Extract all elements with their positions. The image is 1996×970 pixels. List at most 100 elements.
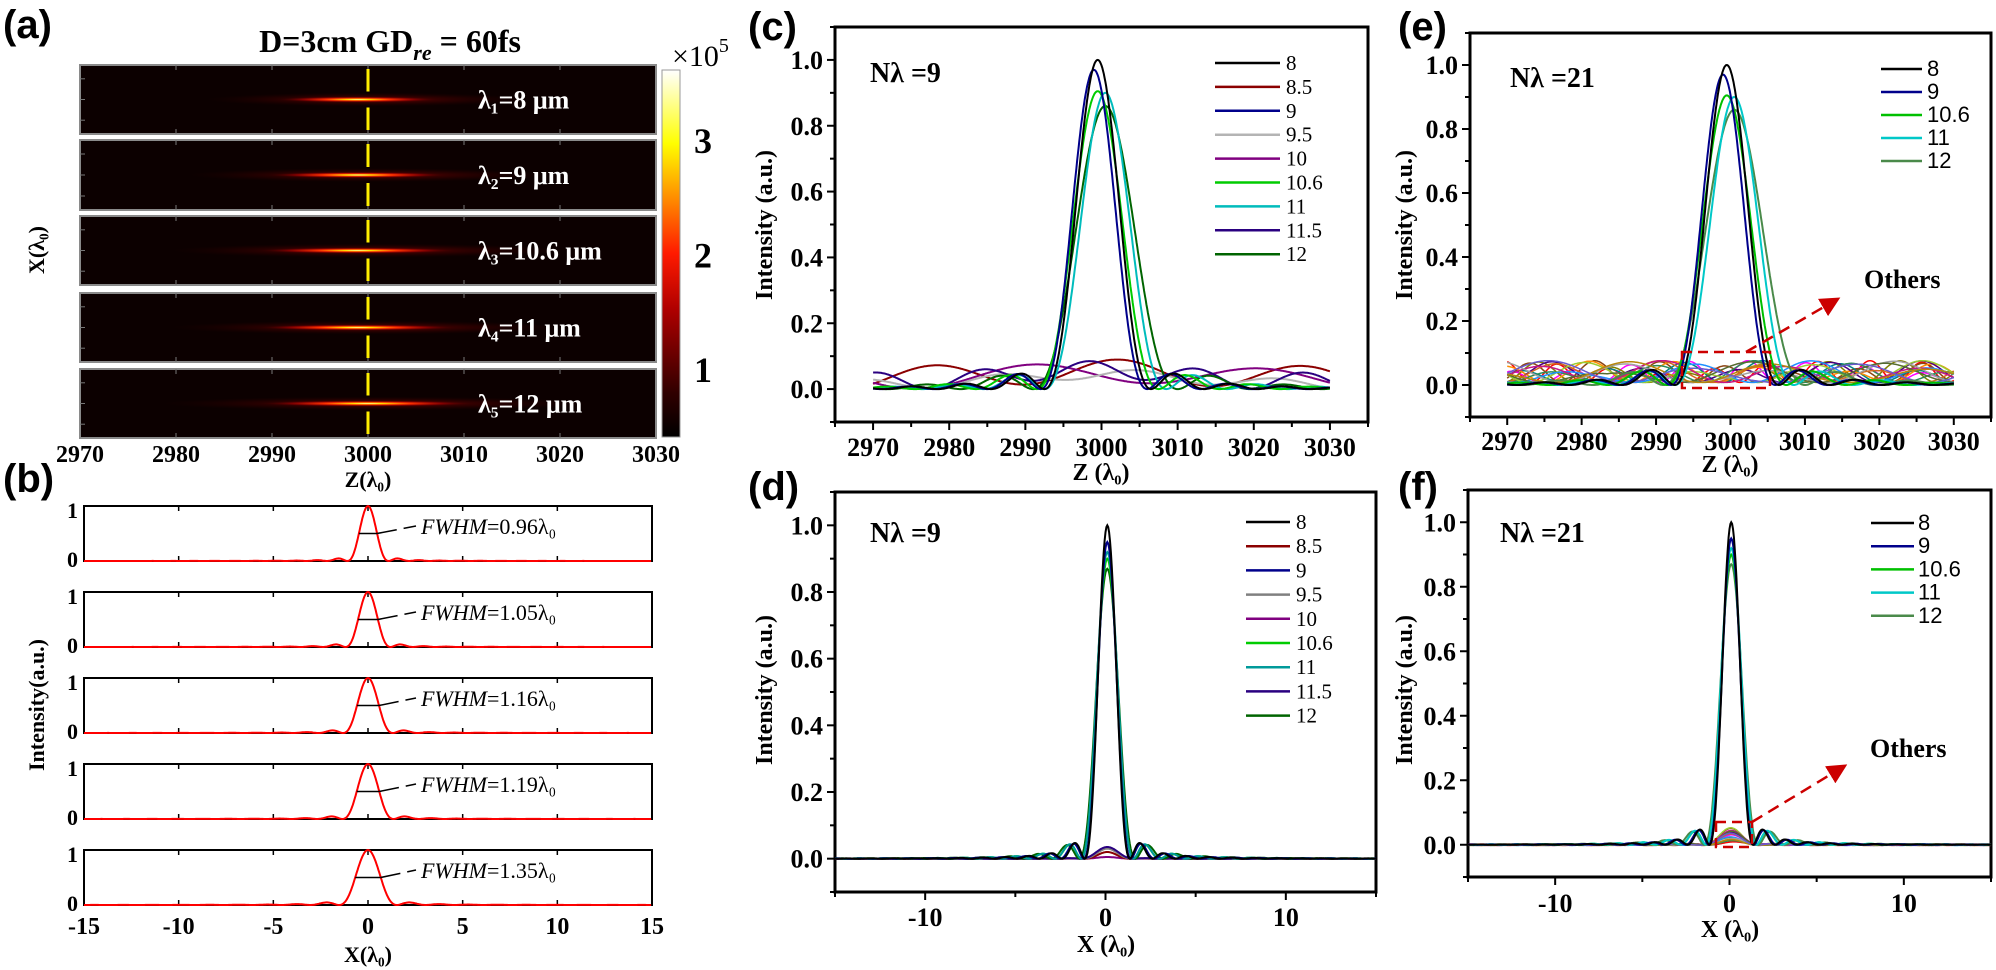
y-axis-label: Intensity (a.u.) [752, 615, 778, 765]
y-axis-label: Intensity (a.u.) [1392, 150, 1418, 300]
others-annotation: Others [1864, 265, 1941, 294]
y-tick-label: 0.6 [791, 645, 824, 674]
series-line-11 [873, 91, 1331, 391]
others-highlight-box [1714, 820, 1754, 849]
series-line-9 [1468, 536, 1991, 846]
legend-label: 9 [1286, 99, 1297, 123]
y-tick-label: 0 [67, 805, 78, 830]
x-tick-label: 3020 [1228, 433, 1280, 462]
fwhm-leader [377, 611, 417, 621]
x-tick-label: 2980 [1556, 427, 1608, 456]
y-tick-label: 0 [67, 633, 78, 658]
x-tick-label: 10 [1891, 889, 1917, 918]
y-tick-label: 0.4 [1424, 702, 1457, 731]
n-lambda-annotation: Nλ =21 [1500, 518, 1585, 549]
legend-label: 11 [1927, 125, 1950, 150]
legend-label: 10.6 [1918, 556, 1961, 581]
legend-label: 9 [1296, 558, 1307, 582]
legend-label: 11 [1918, 580, 1941, 605]
heatmap-title: D=3cm GDre = 60fs [259, 23, 521, 65]
x-axis-label: X (λ₀) [1077, 932, 1135, 958]
y-axis-label: X(λ₀) [24, 226, 49, 274]
series-line-8 [1507, 63, 1954, 387]
profile-curve [84, 762, 652, 821]
fwhm-value: =0.96λ₀ [487, 514, 556, 539]
series-line-8 [1468, 520, 1991, 846]
x-tick-label: -5 [263, 914, 283, 940]
series-line-8 [835, 523, 1377, 860]
legend-label: 12 [1286, 242, 1307, 266]
panel-label-c: (c) [748, 5, 797, 49]
beam-focus [259, 247, 457, 254]
strip-label: λ₂=9 μm [478, 161, 570, 190]
y-tick-label: 1 [67, 842, 78, 867]
legend-label: 9.5 [1296, 583, 1322, 607]
line-chart-f: 0.0 0.2 0.4 0.6 0.8 1.0 -10 0 10 X (λ₀) Intensity … [1392, 488, 1993, 943]
beam-focus [259, 400, 476, 407]
legend-label: 8 [1918, 510, 1930, 535]
strip-label: λ₁=8 μm [478, 86, 570, 115]
panel-label-d: (d) [748, 465, 799, 509]
colorbar-tick-label: 2 [694, 236, 712, 276]
x-axis-label: Z (λ₀) [1073, 460, 1130, 486]
y-axis-label: Intensity(a.u.) [24, 639, 49, 771]
legend-label: 10 [1296, 607, 1317, 631]
legend-label: 8.5 [1286, 75, 1312, 99]
heatmap-strip: λ₁=8 μm [79, 64, 657, 135]
strip-label: λ₃=10.6 μm [478, 237, 602, 266]
y-tick-label: 0.8 [1424, 573, 1457, 602]
fwhm-leader [376, 525, 417, 535]
x-tick-label: 3000 [1076, 433, 1128, 462]
legend-label: 11 [1286, 194, 1306, 218]
colorbar-tick-label: 3 [694, 121, 712, 161]
colorbar-multiplier: ×105 [672, 35, 729, 73]
fwhm-value: =1.35λ₀ [487, 858, 556, 883]
fwhm-leader [378, 697, 417, 707]
fwhm-name: FWHM [420, 514, 489, 539]
profile-subplot: 1 0 FWHM=1.19λ₀ [67, 756, 653, 830]
y-tick-label: 1 [67, 756, 78, 781]
legend-label: 10 [1286, 147, 1307, 171]
others-curve [1506, 359, 1955, 384]
colorbar: 1 2 3 ×105 [661, 35, 729, 438]
y-axis-label: Intensity (a.u.) [752, 150, 778, 300]
y-tick-label: 0.4 [1426, 243, 1459, 272]
y-tick-label: 0.8 [791, 578, 824, 607]
beam-focus [268, 172, 448, 178]
x-tick-label: -10 [908, 903, 943, 932]
y-tick-label: 0.4 [791, 243, 824, 272]
heatmap-strip: λ₅=12 μm [79, 368, 657, 439]
series-line-8.5 [872, 358, 1331, 388]
multiplier-base: ×10 [672, 40, 719, 73]
series-line-8 [873, 58, 1330, 391]
x-tick-label: -15 [68, 914, 100, 940]
fwhm-value: =1.16λ₀ [487, 686, 556, 711]
strip-label: λ₄=11 μm [478, 314, 581, 343]
series-line-12 [872, 104, 1330, 391]
fwhm-name: FWHM [420, 858, 489, 883]
x-tick-label: 3020 [1853, 427, 1905, 456]
series-line-12 [1507, 108, 1954, 386]
y-tick-label: 0 [67, 719, 78, 744]
x-tick-label: 3020 [536, 442, 584, 468]
title-suffix: = 60fs [432, 23, 521, 59]
y-tick-label: 0 [67, 547, 78, 572]
x-tick-label: 3010 [440, 442, 488, 468]
series-line-10.6 [1468, 552, 1991, 846]
y-tick-label: 0.6 [1426, 179, 1459, 208]
colorbar-tick-label: 1 [694, 350, 712, 390]
others-arrow [1745, 297, 1841, 354]
x-tick-label: 2990 [999, 433, 1051, 462]
fwhm-label: FWHM=1.16λ₀ [420, 686, 556, 711]
heatmap-strip: λ₃=10.6 μm [79, 215, 657, 286]
profile-curve [84, 676, 652, 734]
series-line-11 [1507, 95, 1954, 386]
legend-label: 8 [1286, 51, 1297, 75]
fwhm-value: =1.05λ₀ [487, 600, 556, 625]
fwhm-name: FWHM [420, 600, 489, 625]
fwhm-label: FWHM=0.96λ₀ [420, 514, 556, 539]
y-tick-label: 0.6 [791, 178, 824, 207]
y-tick-label: 0.0 [1426, 371, 1459, 400]
y-tick-label: 0.2 [1424, 766, 1457, 795]
